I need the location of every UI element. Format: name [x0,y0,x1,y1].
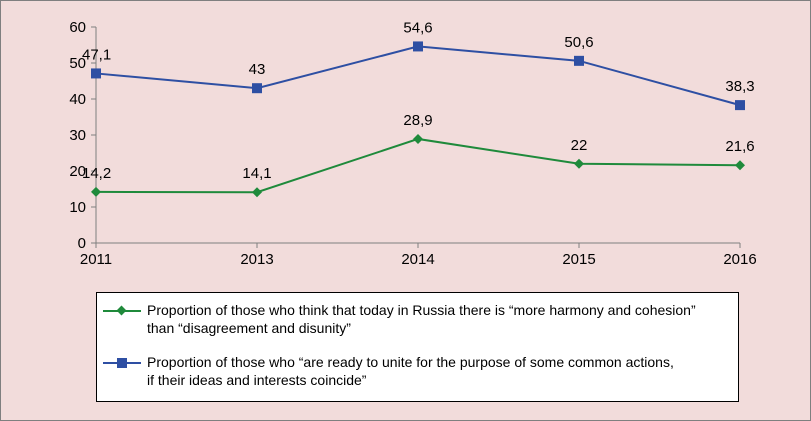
data-label: 21,6 [725,138,754,155]
y-tick-label: 0 [78,235,86,252]
series-line-harmony [95,137,741,194]
x-tick-label: 2015 [562,251,595,268]
data-label: 28,9 [403,112,432,129]
data-point-square [574,55,584,66]
x-tick-label: 2013 [240,251,273,268]
data-point-diamond [413,133,423,144]
data-label: 22 [571,137,588,154]
legend-label-unite: Proportion of those who “are ready to un… [147,353,674,389]
legend-entry-unite: Proportion of those who “are ready to un… [97,353,732,389]
series-line-unite [95,45,741,107]
data-point-diamond [252,187,262,198]
data-point-diamond [574,158,584,169]
data-point-diamond [91,186,101,197]
legend-key-diamond-icon [103,301,147,319]
legend-label-harmony-line1: Proportion of those who think that today… [147,302,696,318]
data-label: 54,6 [403,19,432,36]
legend-label-unite-line2: if their ideas and interests coincide” [147,372,367,388]
data-label: 47,1 [82,46,111,63]
legend-label-harmony-line2: than “disagreement and disunity” [147,320,351,336]
line-chart: 0 10 20 30 40 50 60 2011 2013 2014 2015 2016 14,2 14,… [69,19,756,268]
data-label: 50,6 [564,34,593,51]
legend: Proportion of those who think that today… [96,292,739,402]
x-tick-label: 2011 [80,251,112,268]
data-point-square [735,100,745,111]
y-tick-label: 40 [69,91,86,108]
legend-entry-harmony: Proportion of those who think that today… [97,301,732,337]
y-tick-label: 30 [69,127,86,144]
x-tick-label: 2014 [401,251,434,268]
legend-label-unite-line1: Proportion of those who “are ready to un… [147,354,674,370]
y-tick-label: 50 [69,55,86,72]
data-point-square [91,68,101,79]
data-label: 14,1 [242,165,271,182]
data-label: 14,2 [82,165,111,182]
data-point-diamond [735,160,745,171]
data-label: 43 [249,61,266,78]
y-tick-label: 60 [69,19,86,36]
data-label: 38,3 [725,78,754,95]
legend-label-harmony: Proportion of those who think that today… [147,301,696,337]
data-point-square [252,83,262,94]
legend-key-square-icon [103,353,147,371]
data-point-square [413,41,423,52]
x-tick-label: 2016 [723,251,756,268]
y-tick-label: 20 [69,163,86,180]
y-tick-label: 10 [69,199,86,216]
